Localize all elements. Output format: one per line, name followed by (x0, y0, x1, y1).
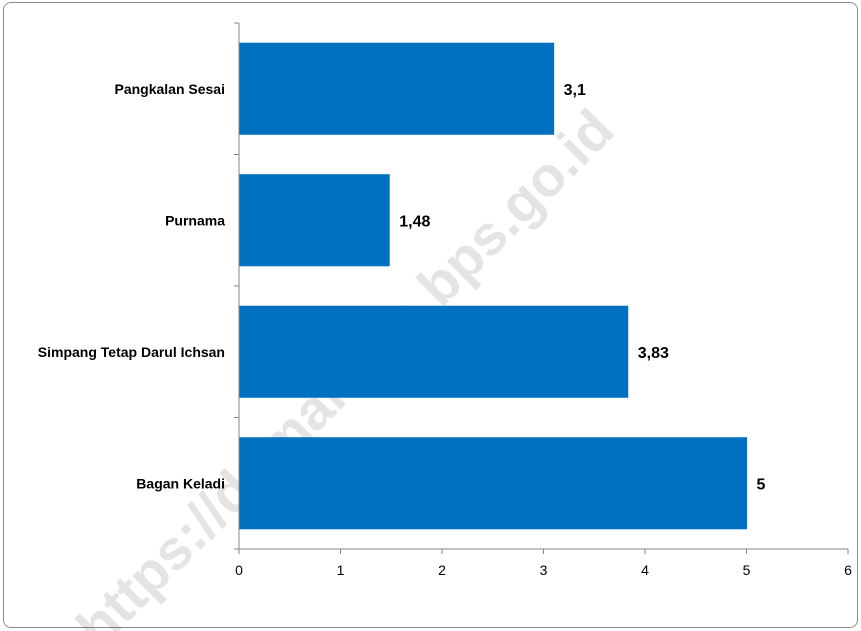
category-label: Bagan Keladi (136, 475, 225, 491)
value-label: 5 (757, 476, 766, 493)
bar (239, 174, 390, 267)
category-label: Pangkalan Sesai (114, 81, 225, 97)
x-tick-label: 4 (641, 562, 649, 578)
bar (239, 437, 747, 530)
category-label: Purnama (165, 212, 225, 228)
bar (239, 305, 629, 398)
x-tick-label: 1 (337, 562, 345, 578)
axes: 0 1 2 3 4 5 6 (234, 22, 852, 578)
category-label: Simpang Tetap Darul Ichsan (38, 344, 225, 360)
labels: Pangkalan Sesai 3,1 Purnama 1,48 Simpang Tet… (38, 81, 766, 494)
value-label: 3,1 (564, 82, 586, 99)
value-label: 1,48 (399, 213, 430, 230)
x-tick-label: 2 (438, 562, 446, 578)
bars (239, 42, 747, 530)
x-tick-label: 3 (540, 562, 548, 578)
x-tick-label: 0 (235, 562, 243, 578)
x-tick-label: 6 (844, 562, 852, 578)
bar (239, 42, 555, 135)
value-label: 3,83 (638, 345, 669, 362)
x-tick-label: 5 (743, 562, 751, 578)
